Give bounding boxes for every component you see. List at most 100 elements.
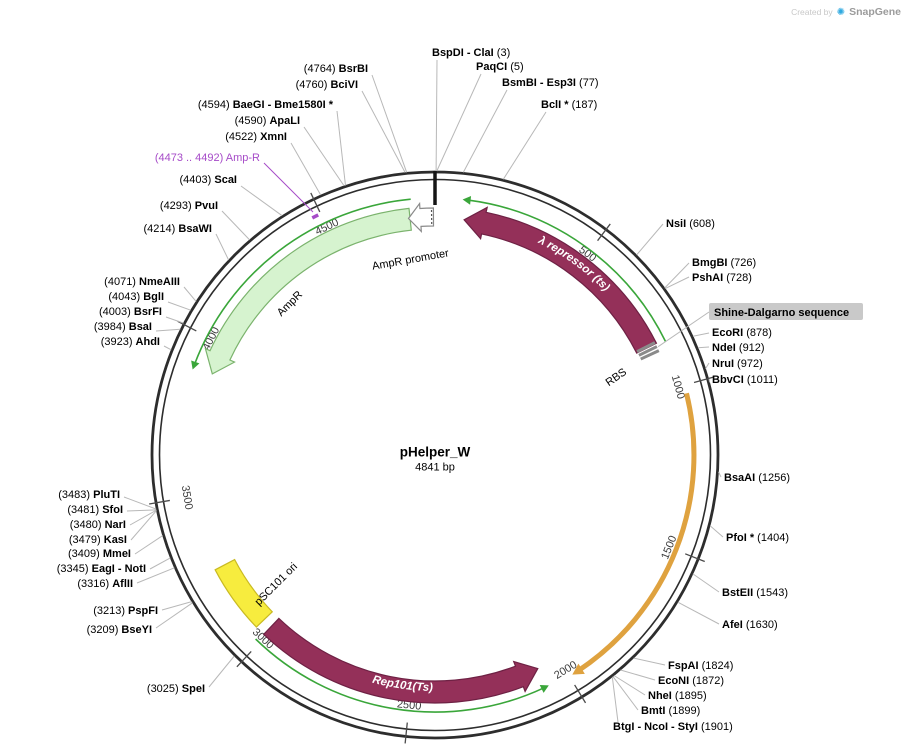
scale-tick-label: 1000 — [669, 374, 687, 401]
enzyme-label-BclI-[interactable]: BclI * (187) — [541, 99, 597, 111]
enzyme-label-ScaI[interactable]: (4403) ScaI — [180, 174, 238, 186]
enzyme-leader-line — [130, 510, 157, 541]
enzyme-label-BsaAI[interactable]: BsaAI (1256) — [724, 472, 790, 484]
enzyme-leader-line — [123, 496, 157, 510]
enzyme-label-ApaLI[interactable]: (4590) ApaLI — [235, 115, 300, 127]
enzyme-label-PaqCI[interactable]: PaqCI (5) — [476, 61, 524, 73]
scale-tick — [404, 722, 408, 744]
enzyme-label-EcoNI[interactable]: EcoNI (1872) — [658, 675, 724, 687]
enzyme-leader-line — [126, 509, 157, 512]
enzyme-label-BglI[interactable]: (4043) BglI — [108, 291, 164, 303]
enzyme-label-PfoI-[interactable]: PfoI * (1404) — [726, 532, 789, 544]
enzyme-leader-line — [215, 233, 230, 261]
feature-label-rbs: RBS — [604, 366, 629, 389]
enzyme-label-KasI[interactable]: (3479) KasI — [69, 534, 127, 546]
enzyme-leader-line — [709, 525, 724, 538]
enzyme-label-PvuI[interactable]: (4293) PvuI — [160, 200, 218, 212]
sd-label-box[interactable] — [709, 303, 863, 320]
enzyme-label-BseYI[interactable]: (3209) BseYI — [87, 624, 152, 636]
enzyme-leader-line — [263, 162, 314, 213]
enzyme-leader-line — [697, 346, 710, 349]
enzyme-label-BstEII[interactable]: BstEII (1543) — [722, 587, 788, 599]
enzyme-label-NarI[interactable]: (3480) NarI — [70, 519, 126, 531]
enzyme-label-BsaWI[interactable]: (4214) BsaWI — [144, 223, 212, 235]
enzyme-label-PshAI[interactable]: PshAI (728) — [692, 272, 752, 284]
enzyme-leader-line — [462, 89, 508, 173]
watermark: Created by ✺ SnapGene — [791, 6, 901, 18]
orf-arrow-arc — [467, 199, 667, 342]
enzyme-label-SpeI[interactable]: (3025) SpeI — [147, 683, 205, 695]
enzyme-label-FspAI[interactable]: FspAI (1824) — [668, 660, 733, 672]
enzyme-label-BbvCI[interactable]: BbvCI (1011) — [712, 374, 778, 386]
enzyme-leader-line — [290, 142, 322, 196]
enzyme-leader-line — [371, 74, 408, 173]
enzyme-label-PspFI[interactable]: (3213) PspFI — [93, 605, 158, 617]
enzyme-leader-line — [612, 676, 639, 711]
enzyme-leader-line — [129, 509, 157, 526]
enzyme-label-XmnI[interactable]: (4522) XmnI — [225, 131, 287, 143]
scale-tick-label: 3500 — [179, 484, 195, 510]
scale-tick — [574, 684, 587, 704]
scale-tick — [684, 553, 705, 563]
enzyme-label-Amp-R[interactable]: (4473 .. 4492) Amp-R — [155, 152, 260, 164]
enzyme-leader-line — [163, 345, 172, 351]
enzyme-label-BsaI[interactable]: (3984) BsaI — [94, 321, 152, 333]
watermark-brand: SnapGene — [849, 6, 901, 18]
rbs-mark[interactable] — [638, 345, 658, 357]
feature-ampr-promoter[interactable] — [407, 201, 435, 233]
enzyme-label-AflII[interactable]: (3316) AflII — [77, 578, 133, 590]
primer-amp-r-mark[interactable] — [311, 213, 319, 220]
feature-lambda-repressor[interactable] — [463, 206, 658, 354]
enzyme-label-MmeI[interactable]: (3409) MmeI — [68, 548, 131, 560]
orf-arrowhead — [539, 685, 549, 693]
feature-orange-arc[interactable] — [576, 392, 697, 673]
enzyme-leader-line — [208, 655, 235, 688]
enzyme-leader-line — [692, 332, 710, 337]
enzyme-label-EcoRI[interactable]: EcoRI (878) — [712, 327, 772, 339]
enzyme-leader-line — [664, 276, 690, 290]
enzyme-label-NruI[interactable]: NruI (972) — [712, 358, 763, 370]
feature-psc101-ori[interactable] — [214, 558, 274, 628]
enzyme-label-BciVI[interactable]: (4760) BciVI — [296, 79, 358, 91]
enzyme-leader-line — [155, 328, 181, 332]
enzyme-label-BmgBI[interactable]: BmgBI (726) — [692, 257, 756, 269]
rbs-mark[interactable] — [640, 349, 660, 361]
enzyme-label-AfeI[interactable]: AfeI (1630) — [722, 619, 778, 631]
feature-ampr[interactable] — [204, 207, 412, 375]
enzyme-label-EagI-NotI[interactable]: (3345) EagI - NotI — [57, 563, 146, 575]
enzyme-label-BsrBI[interactable]: (4764) BsrBI — [304, 63, 368, 75]
enzyme-label-SfoI[interactable]: (3481) SfoI — [67, 504, 123, 516]
enzyme-label-BspDI-ClaI[interactable]: BspDI - ClaI (3) — [432, 47, 510, 59]
enzyme-label-BmtI[interactable]: BmtI (1899) — [641, 705, 700, 717]
enzyme-leader-line — [303, 126, 345, 187]
enzyme-label-BtgI-NcoI-StyI[interactable]: BtgI - NcoI - StyI (1901) — [613, 721, 733, 733]
enzyme-leader-line — [436, 73, 482, 172]
feature-label-lambda-repressor: λ repressor (ts) — [536, 234, 612, 294]
scale-tick — [310, 192, 321, 213]
enzyme-label-NdeI[interactable]: NdeI (912) — [712, 342, 765, 354]
sd-label-text: Shine-Dalgarno sequence — [714, 307, 849, 319]
scale-tick — [177, 320, 197, 332]
enzyme-leader-line — [705, 362, 710, 369]
enzyme-label-BsmBI-Esp3I[interactable]: BsmBI - Esp3I (77) — [502, 77, 599, 89]
enzyme-leader-line — [692, 573, 720, 593]
enzyme-label-NheI[interactable]: NheI (1895) — [648, 690, 707, 702]
enzyme-leader-line — [664, 262, 690, 289]
feature-rep101[interactable] — [262, 617, 539, 704]
scale-tick — [597, 223, 611, 242]
enzyme-label-AhdI[interactable]: (3923) AhdI — [101, 336, 160, 348]
feature-orange-arrowhead — [572, 663, 585, 675]
enzyme-leader-line — [165, 316, 184, 324]
enzyme-label-BaeGI-Bme1580I-[interactable]: (4594) BaeGI - Bme1580I * — [198, 99, 334, 111]
enzyme-label-BsrFI[interactable]: (4003) BsrFI — [99, 306, 162, 318]
enzyme-label-NmeAIII[interactable]: (4071) NmeAIII — [104, 276, 180, 288]
enzyme-label-NsiI[interactable]: NsiI (608) — [666, 218, 715, 230]
enzyme-label-PluTI[interactable]: (3483) PluTI — [58, 489, 120, 501]
feature-label-ampr: AmpR — [275, 289, 305, 319]
enzyme-leader-line — [161, 601, 192, 611]
feature-label-ampr-promoter: AmpR promoter — [371, 247, 450, 272]
enzyme-leader-line — [136, 567, 175, 584]
orf-arrow-arc — [255, 638, 545, 713]
rbs-mark[interactable] — [636, 341, 656, 353]
